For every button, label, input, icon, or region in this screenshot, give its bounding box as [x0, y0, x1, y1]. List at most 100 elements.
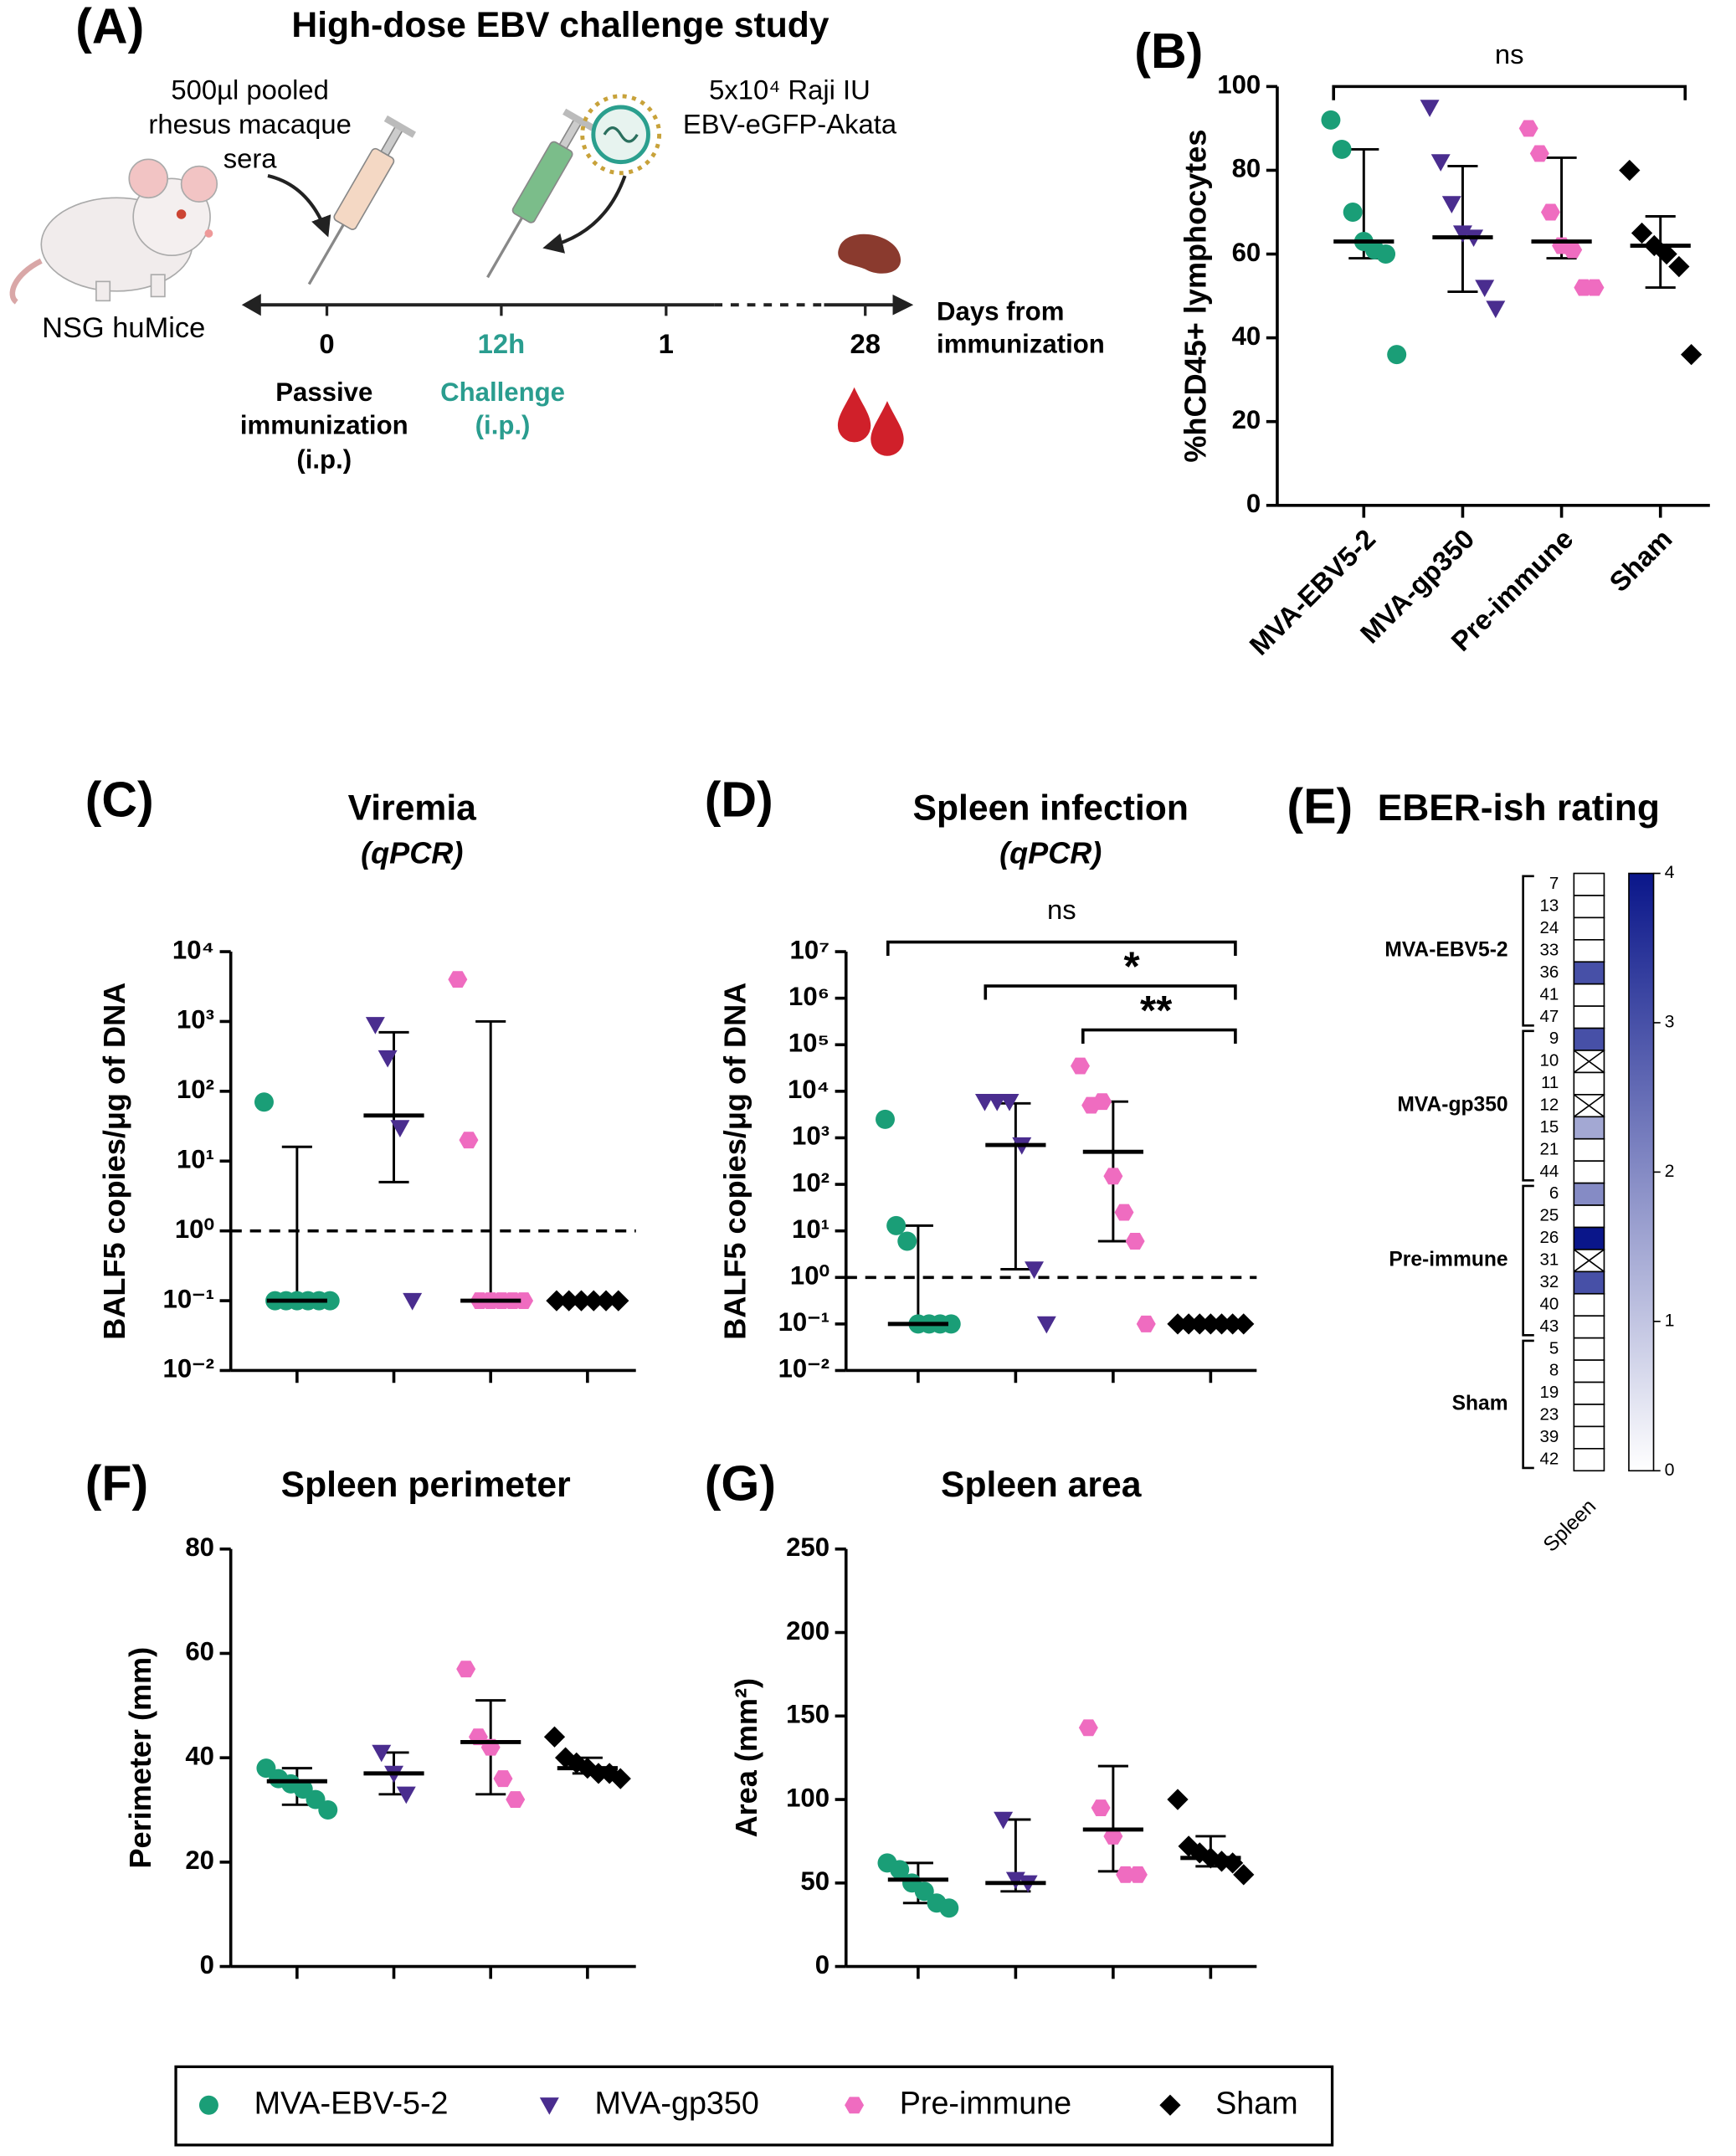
panel-label: (D): [705, 772, 773, 827]
heatmap-cell: [1573, 939, 1605, 963]
group-bracket: [1522, 1029, 1534, 1182]
error-bar: [281, 1145, 312, 1302]
heatmap-cell: [1573, 1381, 1605, 1405]
data-point: [994, 1811, 1014, 1830]
row-id: 9: [1549, 1029, 1559, 1048]
legend-marker: [198, 2095, 218, 2115]
data-point: [1681, 344, 1703, 366]
data-point: [1430, 154, 1451, 172]
event-label: (i.p.): [296, 445, 352, 475]
data-point: [1540, 203, 1560, 221]
sera-label: 500µl pooled: [171, 74, 329, 105]
chart-subtitle: (qPCR): [999, 836, 1102, 870]
panel-label: (G): [705, 1456, 776, 1512]
data-point: [1321, 110, 1341, 130]
row-id: 40: [1539, 1294, 1559, 1313]
y-tick-label: 10⁷: [790, 935, 830, 964]
data-point: [1619, 159, 1641, 182]
data-point: [588, 1763, 609, 1784]
heatmap-cell: [1573, 961, 1605, 985]
legend-marker: [1159, 2094, 1181, 2116]
data-point: [1529, 145, 1549, 162]
group-bracket: [1522, 875, 1534, 1027]
data-point: [1078, 1719, 1098, 1737]
data-point: [1136, 1315, 1156, 1332]
colorbar-tick-label: 4: [1665, 862, 1675, 882]
data-point: [403, 1292, 423, 1311]
data-point: [939, 1898, 959, 1918]
y-tick-label: 0: [815, 1950, 829, 1979]
chart-title: Spleen area: [941, 1465, 1142, 1505]
row-id: 42: [1539, 1449, 1559, 1468]
legend-marker: [539, 2097, 559, 2115]
colorbar-tick-label: 3: [1665, 1012, 1675, 1032]
data-point: [448, 971, 468, 988]
data-point: [897, 1231, 917, 1251]
data-point: [365, 1017, 385, 1034]
row-id: 8: [1549, 1361, 1559, 1380]
group-label: MVA-gp350: [1397, 1094, 1507, 1116]
mouse-icon: [9, 158, 218, 305]
data-point: [886, 1215, 907, 1235]
y-tick-label: 20: [185, 1845, 214, 1875]
y-tick-label: 10⁶: [788, 982, 829, 1011]
significance-label: *: [1123, 943, 1140, 989]
chart-title: Spleen perimeter: [281, 1465, 571, 1505]
row-id: 12: [1539, 1096, 1559, 1115]
row-id: 32: [1539, 1272, 1559, 1291]
data-point: [1167, 1789, 1189, 1810]
timeline-tick-label: 12h: [478, 328, 526, 359]
heatmap-cell: [1573, 1226, 1605, 1250]
excluded-cross: [1573, 1249, 1605, 1273]
y-tick-label: 10⁻²: [163, 1354, 214, 1383]
data-point: [941, 1314, 961, 1334]
event-label: (i.p.): [475, 411, 531, 440]
data-point: [1332, 139, 1352, 159]
data-point: [1668, 255, 1690, 278]
data-point: [1631, 222, 1653, 244]
data-point: [1116, 1866, 1136, 1883]
significance-label: ns: [1047, 894, 1076, 925]
data-point: [459, 1132, 479, 1149]
error-bar: [1000, 1101, 1031, 1270]
data-point: [456, 1661, 476, 1678]
y-tick-label: 10²: [177, 1075, 214, 1104]
heatmap-cell: [1573, 1116, 1605, 1140]
heatmap-cell: [1573, 983, 1605, 1007]
arrowhead: [241, 294, 261, 316]
heatmap-cell: [1573, 1359, 1605, 1383]
y-tick-label: 10⁰: [175, 1214, 214, 1244]
group-bracket: [1522, 1339, 1534, 1470]
data-point: [506, 1791, 526, 1809]
row-id: 39: [1539, 1427, 1559, 1446]
row-id: 13: [1539, 896, 1559, 916]
error-bar: [475, 1019, 506, 1302]
heatmap-cell: [1573, 1005, 1605, 1029]
data-point: [1233, 1313, 1255, 1335]
legend-box: [174, 2065, 1334, 2147]
y-tick-label: 10⁻¹: [163, 1284, 214, 1313]
data-point: [1114, 1204, 1134, 1221]
y-tick-label: 0: [200, 1950, 214, 1979]
data-point: [1584, 279, 1605, 296]
chart-title: EBER-ish rating: [1378, 788, 1660, 829]
y-tick-label: 60: [185, 1637, 214, 1666]
y-tick-label: 80: [185, 1532, 214, 1562]
y-tick-label: 100: [786, 1783, 829, 1812]
syringe-icon: [307, 115, 417, 285]
virus-label: 5x10⁴ Raji IU: [709, 74, 871, 105]
row-id: 41: [1539, 984, 1559, 1004]
data-point: [1092, 1093, 1112, 1111]
y-tick-label: 80: [1232, 154, 1261, 183]
timeline-axis-label: immunization: [937, 330, 1105, 359]
event-label: Passive: [275, 377, 372, 407]
y-tick-label: 10³: [792, 1122, 829, 1151]
data-point: [1656, 243, 1677, 265]
row-id: 6: [1549, 1183, 1559, 1203]
significance-label: **: [1140, 988, 1173, 1034]
panel-label: (A): [75, 0, 144, 54]
sera-label: rhesus macaque: [148, 109, 351, 140]
event-label: immunization: [240, 411, 408, 440]
data-point: [999, 1094, 1020, 1111]
